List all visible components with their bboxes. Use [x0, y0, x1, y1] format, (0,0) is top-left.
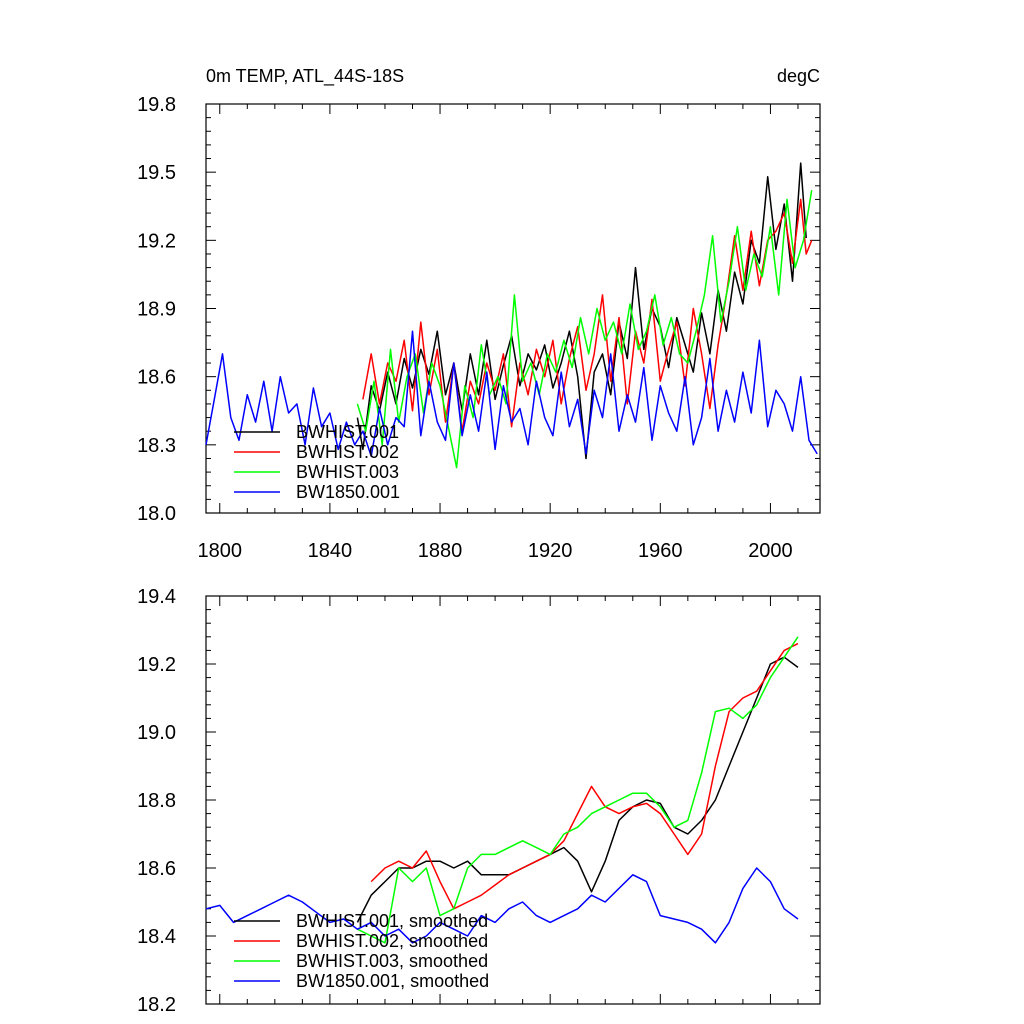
series-line-bwhist-001-smoothed: [356, 656, 799, 923]
series-line-bw1850-001: [205, 330, 818, 457]
series-line-bw1850-001-smoothed: [205, 867, 799, 944]
series-line-bwhist-003-smoothed: [357, 636, 799, 944]
y-tick-label: 18.6: [137, 367, 176, 389]
y-tick-label: 19.2: [137, 230, 176, 252]
legend-label: BWHIST.003: [296, 462, 399, 482]
legend-label: BWHIST.002: [296, 442, 399, 462]
legend-label: BWHIST.001, smoothed: [296, 911, 488, 931]
legend-label: BW1850.001, smoothed: [296, 971, 489, 991]
y-tick-label: 18.9: [137, 299, 176, 321]
y-tick-label: 18.4: [137, 926, 176, 948]
x-tick-label: 1840: [308, 540, 353, 562]
y-tick-label: 18.3: [137, 435, 176, 457]
legend-label: BW1850.001: [296, 482, 400, 502]
x-tick-label: 1920: [528, 540, 573, 562]
chart-title: 0m TEMP, ATL_44S-18S: [206, 66, 404, 87]
x-tick-label: 2000: [748, 540, 793, 562]
y-tick-label: 19.4: [137, 586, 176, 608]
legend-label: BWHIST.002, smoothed: [296, 931, 488, 951]
bottom-panel-smoothed-temperature: 18.2 18.4 18.6 18.8 19.0 19.2 19.4 BWHIST.001, …: [137, 586, 821, 1016]
series-line-bwhist-003: [356, 190, 813, 469]
y-tick-label: 19.2: [137, 654, 176, 676]
units-label: degC: [777, 66, 820, 86]
y-tick-label: 19.8: [137, 94, 176, 116]
x-tick-label: 1960: [638, 540, 683, 562]
y-tick-label: 19.5: [137, 162, 176, 184]
y-tick-label: 18.8: [137, 790, 176, 812]
series-line-bwhist-002: [362, 198, 813, 432]
y-tick-label: 18.6: [137, 858, 176, 880]
x-tick-label: 1800: [198, 540, 243, 562]
legend-label: BWHIST.003, smoothed: [296, 951, 488, 971]
y-tick-label: 18.2: [137, 994, 176, 1016]
x-tick-label: 1880: [418, 540, 463, 562]
y-tick-label: 19.0: [137, 722, 176, 744]
top-panel-annual-temperature: 1800 1840 1880 1920 1960 2000 18.0 18.3 18.6 18.9…: [137, 66, 821, 562]
series-line-bwhist-002-smoothed: [370, 642, 799, 910]
y-tick-label: 18.0: [137, 503, 176, 525]
legend-label: BWHIST.001: [296, 422, 399, 442]
